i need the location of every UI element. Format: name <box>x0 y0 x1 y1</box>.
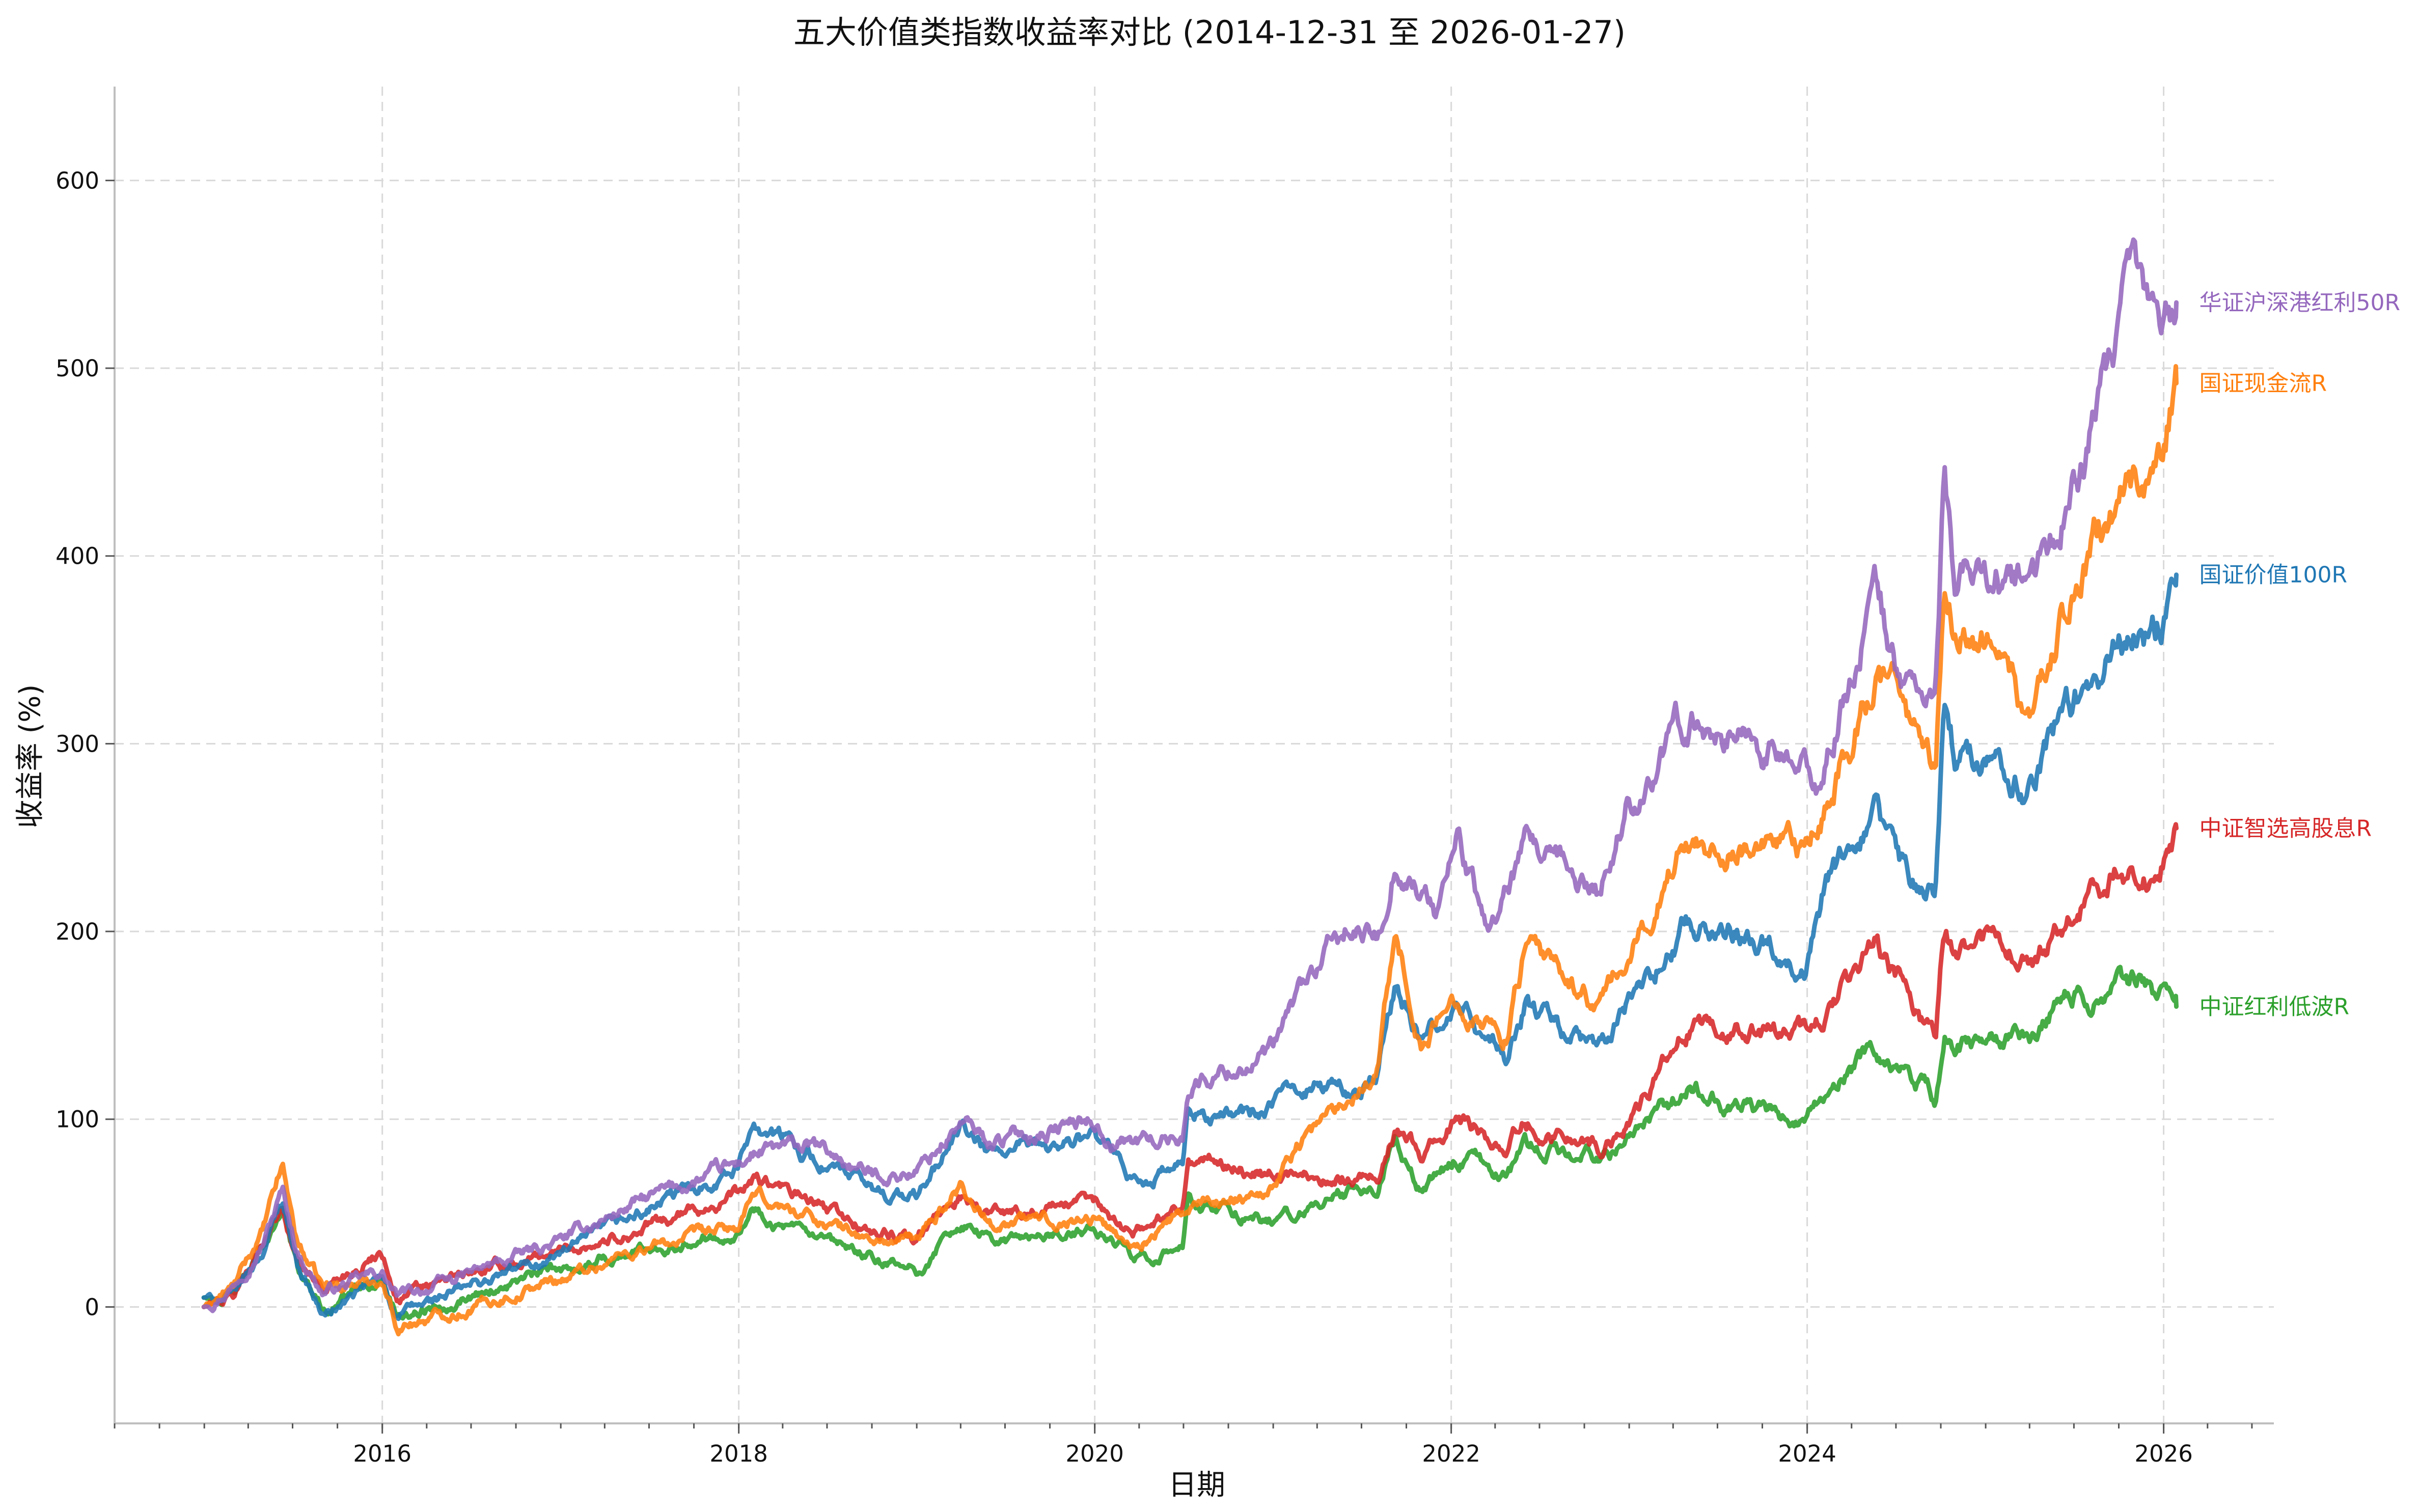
x-tick-label: 2018 <box>709 1440 768 1467</box>
series-lines <box>201 237 2179 1337</box>
axes-frame <box>114 87 2274 1424</box>
x-tick-label: 2022 <box>1422 1440 1480 1467</box>
series-line <box>201 364 2179 1337</box>
y-tick-label: 400 <box>56 543 99 570</box>
series-line <box>201 822 2179 1309</box>
x-axis: 2016 2018 2020 2022 2024 2026 <box>114 1423 2253 1467</box>
y-tick-label: 500 <box>56 355 99 382</box>
x-axis-label: 日期 <box>1168 1469 1225 1502</box>
series-end-label: 中证智选高股息R <box>2199 815 2372 841</box>
x-tick-label: 2020 <box>1065 1440 1124 1467</box>
y-axis-label: 收益率 (%) <box>14 684 47 829</box>
y-axis: 0 100 200 300 400 500 600 <box>56 167 115 1321</box>
chart-title: 五大价值类指数收益率对比 (2014-12-31 至 2026-01-27) <box>793 14 1626 51</box>
series-end-label: 国证现金流R <box>2199 371 2327 397</box>
x-tick-label: 2024 <box>1778 1440 1836 1467</box>
x-tick-label: 2026 <box>2134 1440 2193 1467</box>
series-end-labels: 中证红利低波R 中证智选高股息R 国证价值100R 国证现金流R 华证沪深港红利50R <box>2199 290 2400 1020</box>
series-line <box>201 572 2179 1322</box>
y-tick-label: 600 <box>56 167 99 194</box>
series-line <box>201 965 2179 1321</box>
x-tick-label: 2016 <box>353 1440 411 1467</box>
y-tick-label: 200 <box>56 918 99 945</box>
series-line <box>201 237 2179 1313</box>
series-end-label: 国证价值100R <box>2199 562 2347 588</box>
y-tick-label: 0 <box>85 1294 99 1321</box>
series-end-label: 华证沪深港红利50R <box>2199 290 2400 316</box>
series-end-label: 中证红利低波R <box>2199 994 2349 1020</box>
y-tick-label: 100 <box>56 1106 99 1133</box>
y-tick-label: 300 <box>56 730 99 757</box>
